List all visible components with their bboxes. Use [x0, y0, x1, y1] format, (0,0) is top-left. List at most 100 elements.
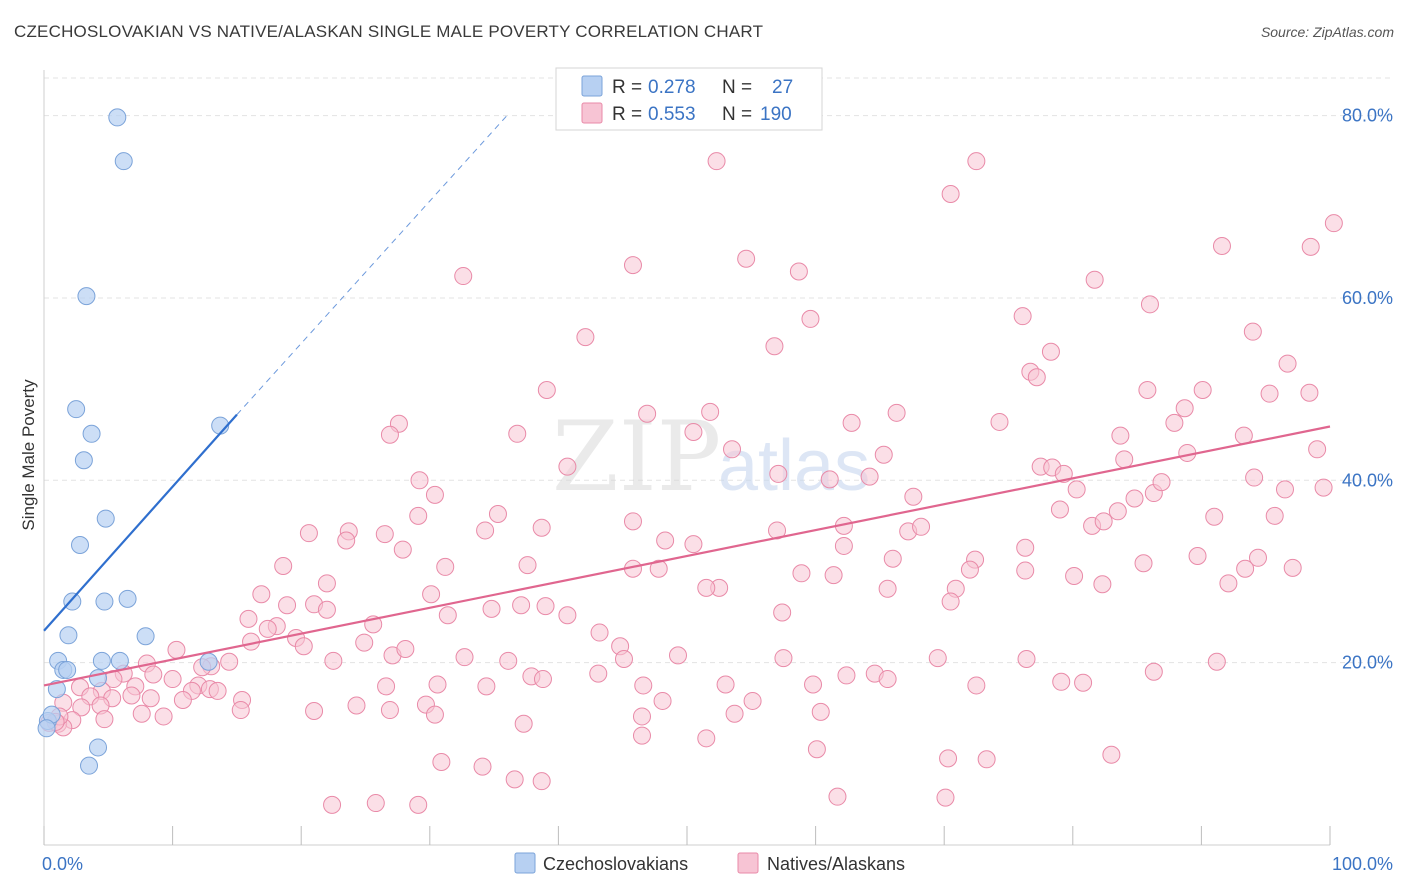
- czech-point: [77, 287, 96, 306]
- y-tick-label-1: 40.0%: [1342, 470, 1393, 490]
- natives-point: [409, 795, 428, 814]
- natives-point: [428, 675, 447, 694]
- natives-point: [514, 714, 533, 733]
- czech-point: [71, 536, 90, 555]
- natives-point: [632, 707, 651, 726]
- czech-point: [118, 589, 137, 608]
- natives-point: [716, 675, 735, 694]
- czech-point: [95, 592, 114, 611]
- natives-point: [1193, 381, 1212, 400]
- natives-point: [928, 649, 947, 668]
- natives-point: [668, 646, 687, 665]
- natives-point: [1094, 512, 1113, 531]
- natives-point: [122, 686, 141, 705]
- natives-point: [324, 651, 343, 670]
- natives-point: [473, 757, 492, 776]
- natives-point: [773, 603, 792, 622]
- natives-point: [508, 424, 527, 443]
- natives-point: [499, 651, 518, 670]
- natives-point: [274, 557, 293, 575]
- legend-r-label-czech: R =: [612, 77, 642, 98]
- natives-point: [1067, 480, 1086, 499]
- natives-point: [990, 412, 1009, 431]
- natives-point: [454, 267, 473, 286]
- natives-point: [1074, 673, 1093, 692]
- natives-point: [317, 600, 336, 619]
- czech-point: [82, 424, 101, 443]
- czech-point: [89, 669, 108, 688]
- legend-r-value-natives: 0.553: [648, 104, 696, 125]
- natives-point: [977, 750, 996, 769]
- natives-point: [824, 566, 843, 585]
- natives-point: [656, 531, 675, 550]
- natives-point: [1138, 381, 1157, 400]
- natives-point: [167, 640, 186, 659]
- natives-point: [482, 599, 501, 618]
- natives-point: [393, 540, 412, 559]
- natives-point: [1013, 307, 1032, 326]
- natives-point: [701, 402, 720, 421]
- natives-point: [1102, 745, 1121, 764]
- natives-point: [1125, 489, 1144, 508]
- natives-point: [317, 574, 336, 593]
- natives-point: [1140, 295, 1159, 314]
- bottom-legend: Czechoslovakians Natives/Alaskans: [514, 852, 905, 874]
- czech-point: [199, 652, 218, 671]
- bottom-legend-swatch-natives: [737, 852, 759, 874]
- y-tick-label-2: 60.0%: [1342, 288, 1393, 308]
- natives-point: [95, 710, 114, 729]
- natives-point: [941, 185, 960, 203]
- natives-point: [144, 665, 163, 684]
- czech-point: [58, 660, 77, 679]
- czech-point: [114, 152, 133, 171]
- natives-point: [941, 592, 960, 611]
- natives-point: [1144, 662, 1163, 681]
- natives-point: [936, 788, 955, 807]
- natives-point: [684, 535, 703, 554]
- natives-point: [912, 517, 931, 536]
- natives-point: [887, 403, 906, 422]
- czech-point: [63, 592, 82, 611]
- natives-point: [1115, 450, 1134, 469]
- natives-point: [258, 619, 277, 638]
- czech-point: [74, 451, 93, 470]
- czech-trend-line: [43, 413, 238, 632]
- natives-point: [1260, 384, 1279, 403]
- natives-point: [396, 639, 415, 658]
- natives-point: [488, 505, 507, 524]
- natives-point: [1278, 354, 1297, 373]
- natives-point: [1152, 473, 1171, 492]
- natives-point: [409, 506, 428, 525]
- natives-point: [1308, 440, 1327, 459]
- natives-point: [653, 691, 672, 710]
- natives-point: [1301, 237, 1320, 256]
- natives-point: [589, 664, 608, 683]
- natives-point: [1219, 574, 1238, 593]
- czech-point: [92, 651, 111, 670]
- natives-point: [623, 512, 642, 531]
- natives-point: [410, 471, 429, 490]
- natives-point: [804, 675, 823, 694]
- natives-point: [789, 262, 808, 281]
- legend-n-value-czech: 27: [772, 77, 793, 98]
- natives-point: [1243, 322, 1262, 341]
- natives-point: [366, 794, 385, 813]
- natives-point: [1027, 368, 1046, 387]
- natives-point: [684, 422, 703, 441]
- natives-point: [874, 445, 893, 464]
- natives-point: [305, 701, 324, 720]
- natives-point: [1275, 480, 1294, 499]
- natives-point: [649, 559, 668, 578]
- czech-trend-extension: [236, 115, 508, 415]
- natives-point: [878, 579, 897, 598]
- natives-point: [558, 457, 577, 476]
- natives-point: [377, 677, 396, 696]
- natives-point: [1041, 342, 1060, 361]
- natives-point: [422, 585, 441, 604]
- natives-point: [239, 609, 258, 628]
- natives-point: [1207, 652, 1226, 671]
- natives-point: [1324, 214, 1343, 233]
- natives-point: [1205, 507, 1224, 526]
- natives-point: [774, 649, 793, 668]
